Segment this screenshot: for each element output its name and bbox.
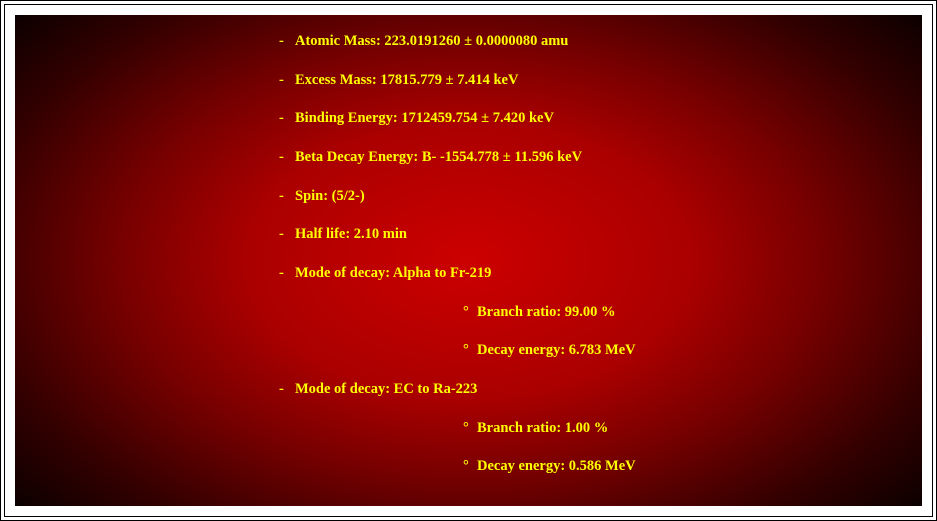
outer-frame: Atomic Mass: 223.0191260 ± 0.0000080 amu… — [0, 0, 937, 521]
inner-frame: Atomic Mass: 223.0191260 ± 0.0000080 amu… — [4, 4, 933, 517]
data-panel: Atomic Mass: 223.0191260 ± 0.0000080 amu… — [15, 15, 922, 506]
list-item: Half life: 2.10 min — [295, 226, 922, 243]
list-item: Binding Energy: 1712459.754 ± 7.420 keV — [295, 110, 922, 127]
property-text: Mode of decay: EC to Ra-223 — [295, 381, 477, 397]
list-item: Excess Mass: 17815.779 ± 7.414 keV — [295, 72, 922, 89]
sub-property-text: Branch ratio: 99.00 % — [477, 304, 616, 320]
sub-list-item: Branch ratio: 99.00 % — [477, 304, 922, 321]
property-text: Mode of decay: Alpha to Fr-219 — [295, 265, 491, 281]
sub-list-item: Decay energy: 0.586 MeV — [477, 458, 922, 475]
list-item: Mode of decay: Alpha to Fr-219 Branch ra… — [295, 265, 922, 359]
list-item: Atomic Mass: 223.0191260 ± 0.0000080 amu — [295, 33, 922, 50]
property-text: Beta Decay Energy: B- -1554.778 ± 11.596… — [295, 149, 582, 165]
property-text: Excess Mass: 17815.779 ± 7.414 keV — [295, 72, 518, 88]
property-text: Spin: (5/2-) — [295, 188, 365, 204]
sub-list-item: Branch ratio: 1.00 % — [477, 420, 922, 437]
property-text: Atomic Mass: 223.0191260 ± 0.0000080 amu — [295, 33, 568, 49]
sub-property-text: Branch ratio: 1.00 % — [477, 420, 608, 436]
property-text: Half life: 2.10 min — [295, 226, 407, 242]
sub-property-text: Decay energy: 6.783 MeV — [477, 342, 636, 358]
list-item: Spin: (5/2-) — [295, 188, 922, 205]
sub-list-item: Decay energy: 6.783 MeV — [477, 342, 922, 359]
sub-property-list: Branch ratio: 99.00 % Decay energy: 6.78… — [477, 304, 922, 359]
property-text: Binding Energy: 1712459.754 ± 7.420 keV — [295, 110, 554, 126]
sub-property-text: Decay energy: 0.586 MeV — [477, 458, 636, 474]
sub-property-list: Branch ratio: 1.00 % Decay energy: 0.586… — [477, 420, 922, 475]
list-item: Beta Decay Energy: B- -1554.778 ± 11.596… — [295, 149, 922, 166]
property-list: Atomic Mass: 223.0191260 ± 0.0000080 amu… — [295, 33, 922, 475]
list-item: Mode of decay: EC to Ra-223 Branch ratio… — [295, 381, 922, 475]
